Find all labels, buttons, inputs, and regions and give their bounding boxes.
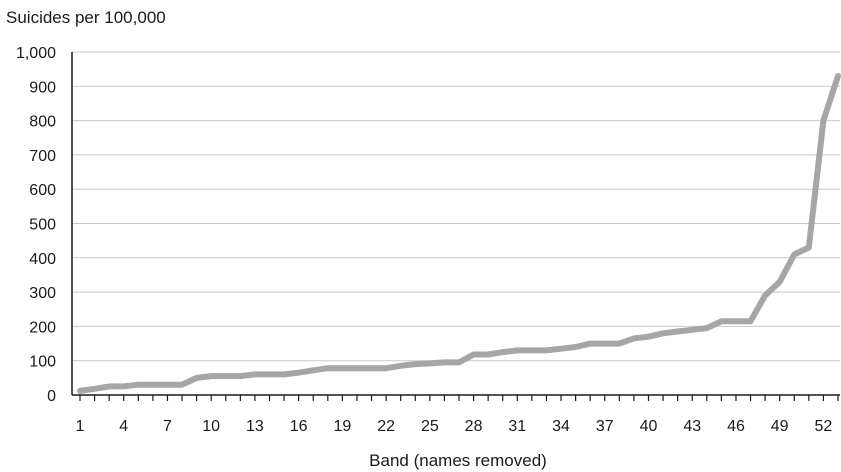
y-tick-label: 300 <box>29 285 56 302</box>
y-tick-label: 600 <box>29 182 56 199</box>
x-tick-label: 40 <box>640 418 658 435</box>
x-tick-label: 13 <box>246 418 264 435</box>
y-tick-label: 900 <box>29 79 56 96</box>
y-tick-label: 200 <box>29 319 56 336</box>
x-axis: 1 4 7 10 13 16 19 22 25 28 31 34 37 40 43 46 49 52 <box>72 394 840 435</box>
x-axis-title: Band (names removed) <box>369 451 547 470</box>
x-tick-label: 19 <box>333 418 351 435</box>
x-tick-label: 22 <box>377 418 395 435</box>
x-tick-label: 4 <box>119 418 128 435</box>
y-tick-label: 700 <box>29 148 56 165</box>
x-tick-label: 46 <box>727 418 745 435</box>
x-tick-label: 43 <box>683 418 701 435</box>
x-tick-label: 52 <box>815 418 833 435</box>
y-tick-label: 100 <box>29 354 56 371</box>
series-line <box>77 73 841 394</box>
x-tick-label: 16 <box>290 418 308 435</box>
x-tick-label: 25 <box>421 418 439 435</box>
x-tick-label: 7 <box>163 418 172 435</box>
x-tick-label: 10 <box>202 418 220 435</box>
gridlines <box>72 51 840 362</box>
y-tick-label: 800 <box>29 114 56 131</box>
y-axis-ticks: 0 100 200 300 400 500 600 700 800 900 1,000 <box>16 45 73 405</box>
y-tick-label: 400 <box>29 251 56 268</box>
x-tick-label: 31 <box>508 418 526 435</box>
x-tick-label: 49 <box>771 418 789 435</box>
x-tick-label: 1 <box>76 418 85 435</box>
y-tick-label: 0 <box>47 388 56 405</box>
y-tick-label: 500 <box>29 217 56 234</box>
series-group <box>77 73 841 394</box>
y-tick-label: 1,000 <box>16 45 56 62</box>
y-axis-title: Suicides per 100,000 <box>6 8 166 27</box>
x-tick-label: 34 <box>552 418 570 435</box>
x-tick-label: 37 <box>596 418 614 435</box>
x-tick-label: 28 <box>465 418 483 435</box>
